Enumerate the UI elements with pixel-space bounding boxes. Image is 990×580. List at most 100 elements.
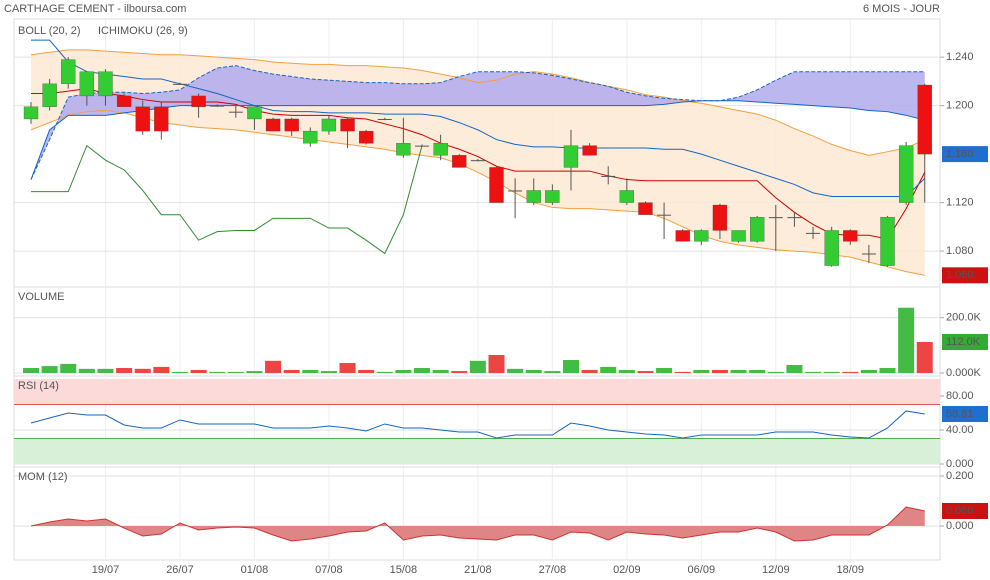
candle-body [731,230,746,242]
candle-body [228,111,243,113]
volume-bar [78,368,95,373]
boll-upper [30,49,925,156]
volume-bar [544,371,561,373]
volume-bar [414,368,431,373]
volume-bar [376,371,393,373]
candle-body [638,202,653,215]
candle-body [601,175,616,177]
candle-body [284,118,299,132]
candle-body [712,204,728,231]
ichimoku-cloud [31,65,925,180]
volume-bar [656,368,673,373]
volume-bar [879,368,896,373]
volume-bar [507,368,524,373]
candle-body [619,190,634,203]
last-value-label: 1.060 [946,269,974,281]
candle-body [898,145,914,203]
volume-bar [898,307,915,373]
volume-bar [860,369,877,373]
candle-body [508,190,523,192]
candle-body [154,106,169,132]
candle-body [694,230,709,242]
last-value-box [942,267,988,284]
candle-body [806,232,821,234]
legend-item: ICHIMOKU (26, 9) [98,25,188,37]
x-tick-label: 18/09 [837,564,865,576]
candle-body [582,145,597,156]
volume-bar [153,366,170,373]
candle-body [861,253,876,255]
x-tick-label: 01/08 [241,564,269,576]
volume-bar [116,368,133,373]
panel-title: MOM (12) [18,471,68,483]
volume-bar [488,355,505,373]
candle-body [750,216,765,242]
y-tick-label: 200.0K [946,312,982,324]
candle-body [452,155,467,168]
candle-body [98,71,113,97]
volume-bar [451,371,468,373]
volume-bar [786,364,803,373]
boll-middle [31,88,926,240]
volume-bar [283,369,300,373]
volume-bar [525,369,542,373]
lagging-line [31,144,423,255]
candle-body [377,118,392,120]
panel-title: VOLUME [18,291,64,303]
volume-bar [339,363,356,373]
candle-body [359,130,374,144]
y-tick-label: 40.00 [946,424,974,436]
volume-bar [693,369,710,373]
y-tick-label: 1.080 [946,245,974,257]
candle-body [433,143,448,156]
x-tick-label: 21/08 [464,564,492,576]
candle-body [415,145,430,147]
candle-body [563,145,579,168]
x-tick-label: 02/09 [613,564,641,576]
oversold-zone [14,438,940,464]
span-b [30,100,925,180]
last-value-label: 0.060 [946,505,974,517]
candle-body [210,105,225,107]
legend-item: BOLL (20, 2) [18,25,81,37]
y-tick-label: 0.200 [946,470,974,482]
volume-bar [395,369,412,373]
candle-body [172,83,187,85]
candle-body [396,143,411,156]
last-value-label: 58.81 [946,408,974,420]
volume-bar [842,371,859,373]
volume-bar [730,369,747,373]
x-tick-label: 06/09 [688,564,716,576]
y-tick-label: 1.120 [946,196,974,208]
volume-bar [171,371,188,373]
candle-body [321,118,337,132]
x-tick-label: 26/07 [166,564,194,576]
volume-bar [674,371,691,373]
mom-line [30,506,925,542]
candle-body [61,59,76,84]
candle-body [917,84,932,155]
volume-bar [805,371,822,373]
volume-bar [358,369,375,373]
candle-body [675,230,690,242]
volume-bar [209,371,226,373]
last-value-box [942,334,988,351]
volume-bar [581,369,598,373]
last-value-label: 112.0K [946,336,981,348]
candle-body [489,167,504,203]
last-value-box [942,146,988,163]
y-tick-label: 80.00 [946,390,974,402]
candle-body [545,190,560,203]
volume-bar [134,368,151,373]
y-tick-label: 1.240 [946,51,974,63]
candle-body [116,95,132,107]
rsi-line [30,410,925,439]
overbought-zone [14,379,940,405]
last-value-box [942,503,988,519]
last-value-box [942,406,988,423]
y-tick-label: 0.000 [946,458,974,470]
volume-bar [618,369,635,373]
y-tick-label: 0.000K [946,367,982,379]
y-tick-label: 1.200 [946,100,974,112]
